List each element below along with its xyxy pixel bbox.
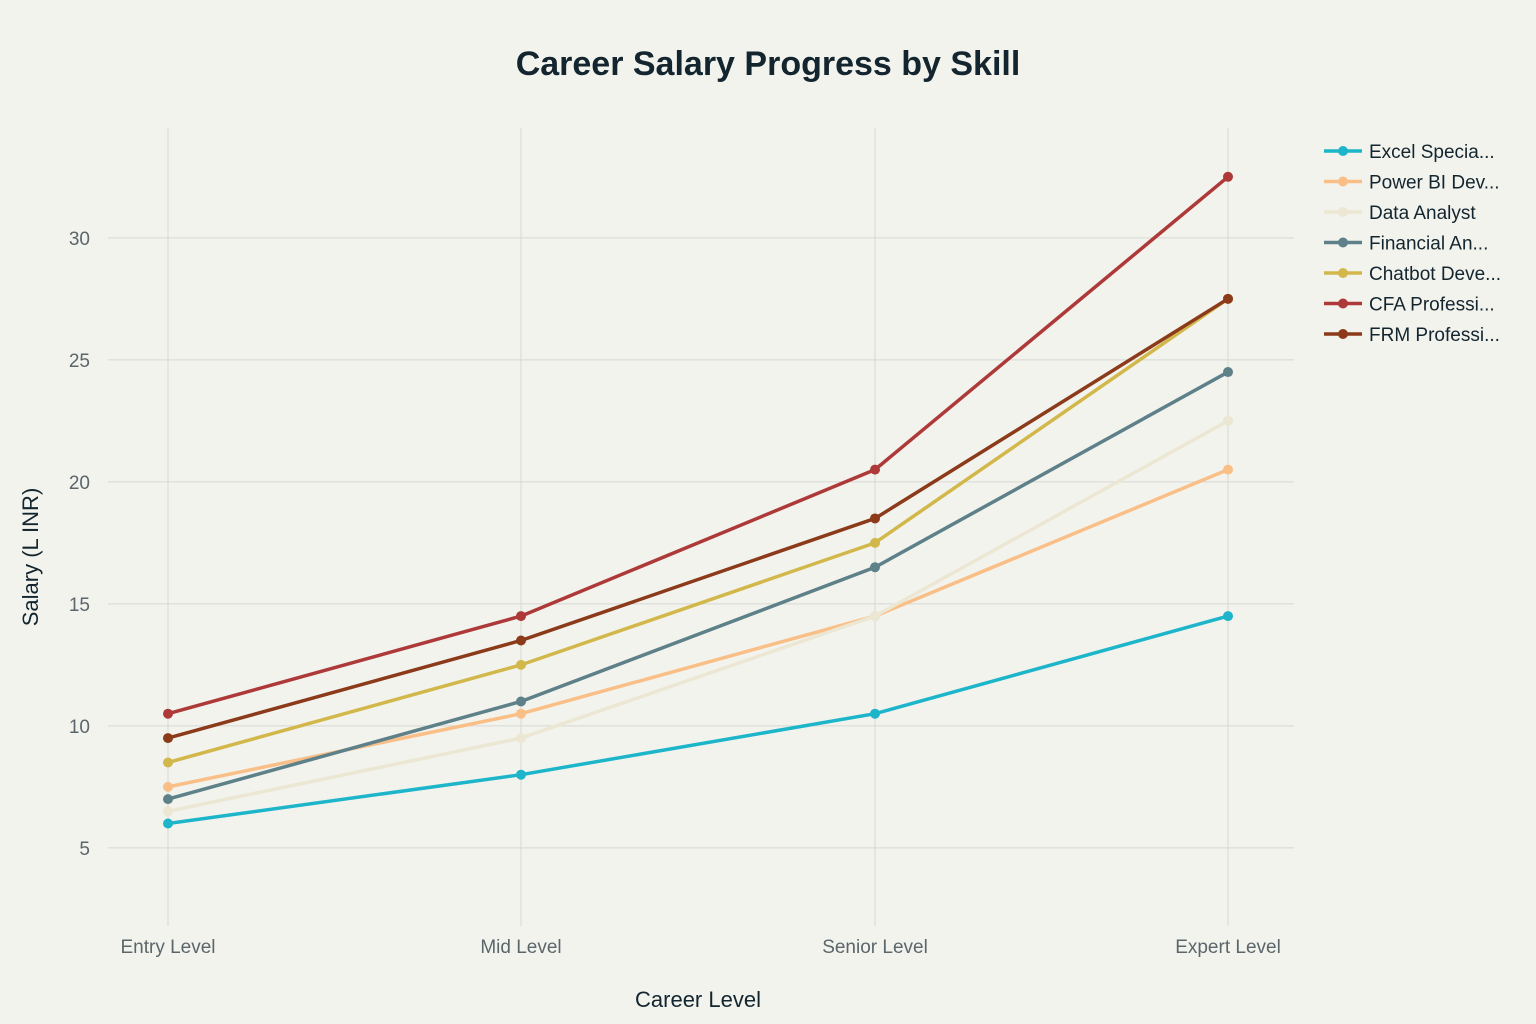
y-tick-label: 5 <box>79 839 90 860</box>
data-point <box>1223 171 1233 182</box>
data-point <box>163 757 173 768</box>
y-axis-title: Salary (L INR) <box>18 488 43 627</box>
data-point <box>516 696 526 707</box>
legend-label: Data Analyst <box>1369 203 1476 224</box>
data-point <box>516 635 526 646</box>
legend-item[interactable]: Data Analyst <box>1324 203 1476 224</box>
data-point <box>870 562 880 573</box>
series-line <box>166 175 1230 716</box>
x-tick-label: Senior Level <box>822 937 928 958</box>
data-point <box>163 818 173 829</box>
data-point <box>516 769 526 780</box>
series-6 <box>163 171 1233 719</box>
data-point <box>1223 464 1233 475</box>
x-tick-label: Entry Level <box>120 937 215 958</box>
legend-swatch-marker <box>1338 237 1348 248</box>
data-point <box>163 806 173 817</box>
y-tick-label: 10 <box>69 717 90 738</box>
y-tick-label: 15 <box>69 595 90 616</box>
legend-label: Power BI Dev... <box>1369 173 1500 194</box>
legend-swatch-marker <box>1338 207 1348 217</box>
data-point <box>1223 415 1233 426</box>
series-line <box>166 614 1230 826</box>
legend-swatch-marker <box>1338 176 1348 187</box>
legend-label: Excel Specia... <box>1369 142 1495 163</box>
data-point <box>163 733 173 744</box>
x-tick-label: Expert Level <box>1175 937 1281 958</box>
legend: Excel Specia... Power BI Dev... Data Analy… <box>1324 142 1501 346</box>
data-point <box>870 537 880 548</box>
data-point <box>516 611 526 622</box>
series-line <box>166 467 1230 789</box>
chart-title: Career Salary Progress by Skill <box>516 45 1021 83</box>
data-point <box>1223 367 1233 378</box>
data-point <box>870 611 880 622</box>
y-tick-label: 20 <box>69 473 90 494</box>
legend-label: CFA Professi... <box>1369 295 1495 316</box>
data-point <box>870 464 880 475</box>
data-point <box>1223 611 1233 622</box>
data-point <box>870 513 880 524</box>
legend-item[interactable]: Excel Specia... <box>1324 142 1495 163</box>
legend-swatch-marker <box>1338 146 1348 156</box>
series-1 <box>163 611 1233 829</box>
legend-item[interactable]: Chatbot Deve... <box>1324 264 1501 285</box>
legend-item[interactable]: Power BI Dev... <box>1324 173 1500 194</box>
legend-label: FRM Professi... <box>1369 325 1500 346</box>
data-point <box>163 708 173 719</box>
data-point <box>870 708 880 719</box>
legend-item[interactable]: Financial An... <box>1324 234 1488 255</box>
series-3 <box>163 415 1233 817</box>
data-point <box>516 659 526 670</box>
series-line <box>166 419 1230 814</box>
legend-item[interactable]: CFA Professi... <box>1324 295 1495 316</box>
series-7 <box>163 293 1233 744</box>
series-layer <box>163 171 1233 829</box>
legend-label: Chatbot Deve... <box>1369 264 1501 285</box>
data-point <box>163 781 173 792</box>
series-line <box>166 297 1230 740</box>
data-point <box>516 708 526 719</box>
legend-item[interactable]: FRM Professi... <box>1324 325 1500 346</box>
data-point <box>516 733 526 744</box>
legend-swatch-marker <box>1338 298 1348 309</box>
series-line <box>166 297 1230 765</box>
data-point <box>1223 293 1233 304</box>
series-line <box>166 370 1230 801</box>
legend-label: Financial An... <box>1369 234 1488 255</box>
tick-layer: 5 10 15 20 25 30 Entry Level Mid Level Senior Le… <box>69 229 1281 958</box>
legend-swatch-marker <box>1338 268 1348 278</box>
data-point <box>163 794 173 805</box>
x-axis-title: Career Level <box>635 987 761 1012</box>
y-tick-label: 30 <box>69 229 90 250</box>
series-4 <box>163 367 1233 805</box>
x-tick-label: Mid Level <box>480 937 561 958</box>
legend-swatch-marker <box>1338 329 1348 339</box>
y-tick-label: 25 <box>69 351 90 372</box>
